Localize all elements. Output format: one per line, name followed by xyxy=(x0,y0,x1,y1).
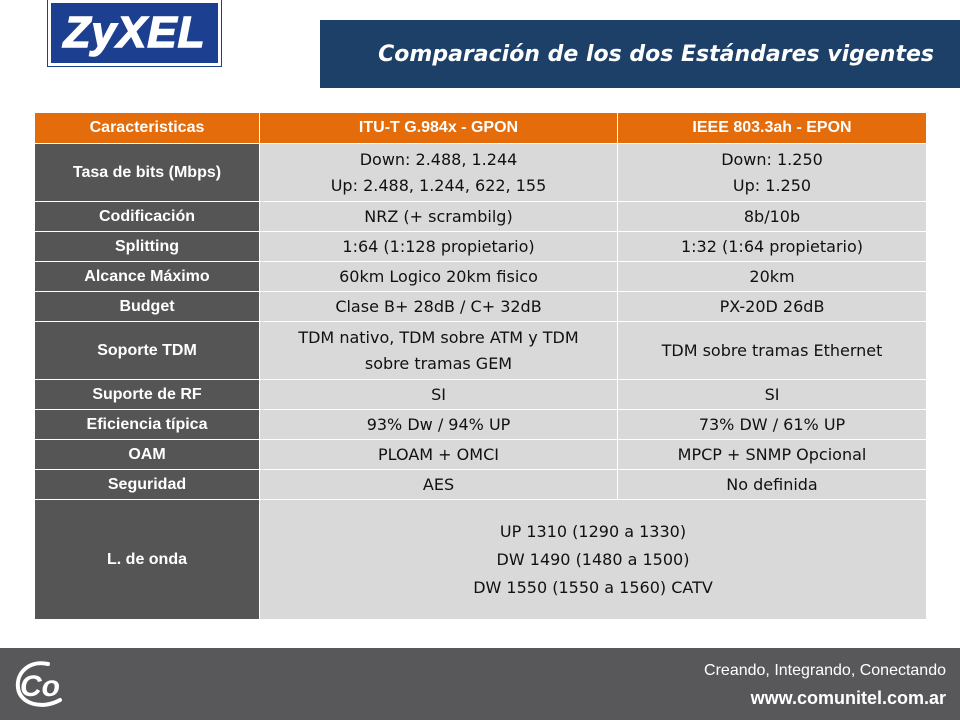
comparison-table: Caracteristicas ITU-T G.984x - GPON IEEE… xyxy=(34,112,927,620)
comunitel-logo-icon: Co xyxy=(15,661,62,707)
table-row: Tasa de bits (Mbps) Down: 2.488, 1.244 U… xyxy=(34,143,927,202)
row-label: Codificación xyxy=(34,201,260,232)
shared-cell: UP 1310 (1290 a 1330) DW 1490 (1480 a 15… xyxy=(259,499,927,620)
cell-line: sobre tramas GEM xyxy=(364,353,513,373)
gpon-cell: 93% Dw / 94% UP xyxy=(259,409,618,440)
co-logo-text: Co xyxy=(20,670,60,703)
gpon-cell: SI xyxy=(259,379,618,410)
zyxel-logo: ZyXEL xyxy=(48,0,221,66)
row-label: OAM xyxy=(34,439,260,470)
gpon-cell: TDM nativo, TDM sobre ATM y TDM sobre tr… xyxy=(259,321,618,380)
table-header-row: Caracteristicas ITU-T G.984x - GPON IEEE… xyxy=(34,112,927,144)
epon-cell: SI xyxy=(617,379,927,410)
table-row: Codificación NRZ (+ scrambilg) 8b/10b xyxy=(34,201,927,232)
cell-line: Down: 1.250 xyxy=(721,149,823,169)
epon-cell: 1:32 (1:64 propietario) xyxy=(617,231,927,262)
epon-cell: TDM sobre tramas Ethernet xyxy=(617,321,927,380)
cell-line: Up: 2.488, 1.244, 622, 155 xyxy=(330,175,547,195)
header-epon: IEEE 803.3ah - EPON xyxy=(617,112,927,144)
row-label: Budget xyxy=(34,291,260,322)
row-label: Splitting xyxy=(34,231,260,262)
gpon-cell: Clase B+ 28dB / C+ 32dB xyxy=(259,291,618,322)
zyxel-logo-text: ZyXEL xyxy=(63,7,206,58)
epon-cell: MPCP + SNMP Opcional xyxy=(617,439,927,470)
epon-cell: No definida xyxy=(617,469,927,500)
gpon-cell: 1:64 (1:128 propietario) xyxy=(259,231,618,262)
row-label: Suporte de RF xyxy=(34,379,260,410)
gpon-cell: Down: 2.488, 1.244 Up: 2.488, 1.244, 622… xyxy=(259,143,618,202)
gpon-cell: 60km Logico 20km fisico xyxy=(259,261,618,292)
footer: Co Creando, Integrando, Conectando www.c… xyxy=(0,648,960,720)
cell-line: DW 1550 (1550 a 1560) CATV xyxy=(473,577,713,597)
footer-slogan: Creando, Integrando, Conectando xyxy=(704,662,946,679)
table-row: Seguridad AES No definida xyxy=(34,469,927,500)
cell-line: TDM nativo, TDM sobre ATM y TDM xyxy=(298,327,579,347)
gpon-cell: NRZ (+ scrambilg) xyxy=(259,201,618,232)
epon-cell: 73% DW / 61% UP xyxy=(617,409,927,440)
row-label: Alcance Máximo xyxy=(34,261,260,292)
page-title: Comparación de los dos Estándares vigent… xyxy=(378,41,934,67)
row-label: L. de onda xyxy=(34,499,260,620)
cell-line: DW 1490 (1480 a 1500) xyxy=(496,549,690,569)
cell-line: Down: 2.488, 1.244 xyxy=(359,149,518,169)
gpon-cell: PLOAM + OMCI xyxy=(259,439,618,470)
table-row: Budget Clase B+ 28dB / C+ 32dB PX-20D 26… xyxy=(34,291,927,322)
header-caracteristicas: Caracteristicas xyxy=(34,112,260,144)
table-row: L. de onda UP 1310 (1290 a 1330) DW 1490… xyxy=(34,499,927,620)
cell-line: UP 1310 (1290 a 1330) xyxy=(499,521,687,541)
row-label: Soporte TDM xyxy=(34,321,260,380)
table-row: Alcance Máximo 60km Logico 20km fisico 2… xyxy=(34,261,927,292)
table-row: OAM PLOAM + OMCI MPCP + SNMP Opcional xyxy=(34,439,927,470)
epon-cell: PX-20D 26dB xyxy=(617,291,927,322)
row-label: Seguridad xyxy=(34,469,260,500)
table-row: Suporte de RF SI SI xyxy=(34,379,927,410)
gpon-cell: AES xyxy=(259,469,618,500)
header-gpon: ITU-T G.984x - GPON xyxy=(259,112,618,144)
table-row: Splitting 1:64 (1:128 propietario) 1:32 … xyxy=(34,231,927,262)
title-bar: Comparación de los dos Estándares vigent… xyxy=(320,20,960,88)
row-label: Eficiencia típica xyxy=(34,409,260,440)
table-row: Eficiencia típica 93% Dw / 94% UP 73% DW… xyxy=(34,409,927,440)
epon-cell: 20km xyxy=(617,261,927,292)
cell-line: Up: 1.250 xyxy=(732,175,812,195)
row-label: Tasa de bits (Mbps) xyxy=(34,143,260,202)
footer-website: www.comunitel.com.ar xyxy=(750,688,946,708)
epon-cell: Down: 1.250 Up: 1.250 xyxy=(617,143,927,202)
epon-cell: 8b/10b xyxy=(617,201,927,232)
table-row: Soporte TDM TDM nativo, TDM sobre ATM y … xyxy=(34,321,927,380)
